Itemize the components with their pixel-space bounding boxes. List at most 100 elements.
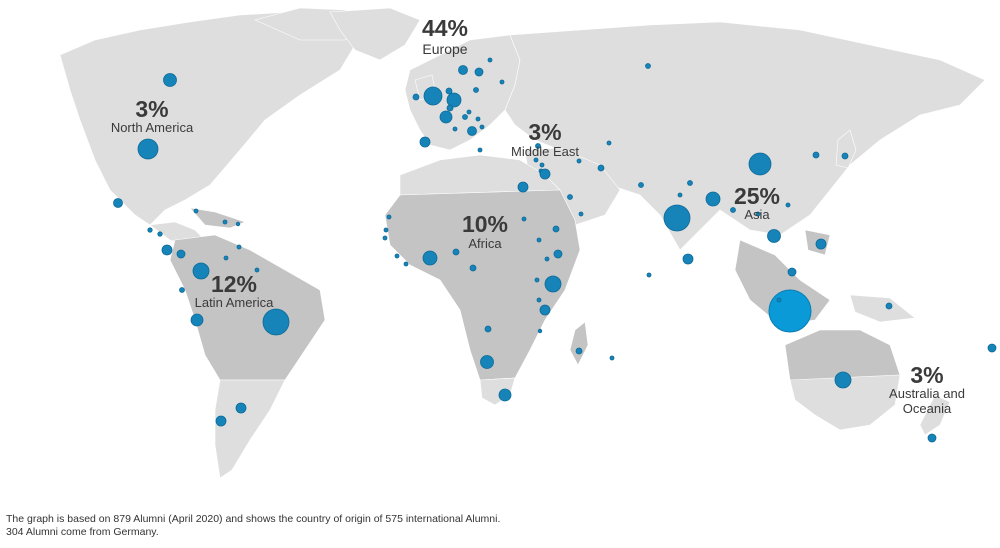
bubble-eritrea[interactable] (552, 225, 560, 233)
bubble-mexico[interactable] (113, 198, 123, 208)
bubble-zimbabwe[interactable] (480, 355, 494, 369)
bubble-greece[interactable] (477, 147, 483, 153)
bubble-ghana[interactable] (422, 250, 438, 266)
bubble-kazakhstan[interactable] (606, 140, 612, 146)
bubble-venezuela[interactable] (223, 255, 229, 261)
bubble-brazil[interactable] (262, 308, 290, 336)
bubble-panama[interactable] (176, 249, 186, 259)
bubble-honduras[interactable] (157, 231, 163, 237)
bubble-india[interactable] (663, 204, 691, 232)
bubble-malaysia[interactable] (787, 267, 797, 277)
bubble-sri-lanka[interactable] (682, 253, 694, 265)
bubble-sweden[interactable] (474, 67, 484, 77)
bubble-timor[interactable] (776, 297, 782, 303)
bubble-afghanistan[interactable] (597, 164, 605, 172)
bubble-vietnam[interactable] (767, 229, 781, 243)
bubble-sierra-leone[interactable] (394, 253, 400, 259)
bubble-argentina[interactable] (235, 402, 247, 414)
bubble-turkey[interactable] (535, 143, 541, 149)
bubble-bangladesh[interactable] (705, 191, 721, 207)
bubble-trinidad[interactable] (236, 244, 242, 250)
bubble-taiwan[interactable] (785, 202, 791, 208)
bubble-myanmar[interactable] (730, 207, 736, 213)
bubble-austria[interactable] (462, 114, 468, 120)
bubble-philippines[interactable] (815, 238, 827, 250)
bubble-cameroon[interactable] (469, 264, 477, 272)
bubble-jordan[interactable] (539, 168, 551, 180)
region-label-middle-east: 3% Middle East (511, 119, 579, 159)
bubble-uganda[interactable] (534, 277, 540, 283)
bubble-mongolia[interactable] (687, 180, 693, 186)
bubble-syria[interactable] (533, 157, 539, 163)
bubble-switzerland[interactable] (452, 126, 458, 132)
bubble-sudan[interactable] (521, 216, 527, 222)
bubble-spain[interactable] (419, 136, 431, 148)
bubble-maldives[interactable] (646, 272, 652, 278)
bubble-egypt[interactable] (517, 181, 529, 193)
bubble-ethiopia[interactable] (553, 249, 563, 259)
bubble-saudi-arabia[interactable] (567, 194, 573, 200)
bubble-costa-rica[interactable] (161, 244, 173, 256)
bubble-malawi[interactable] (537, 328, 543, 334)
bubble-belarus[interactable] (473, 87, 479, 93)
bubble-russia[interactable] (645, 63, 651, 69)
bubble-mauritius[interactable] (609, 355, 615, 361)
north-america-landmass (59, 7, 366, 246)
bubble-guyana[interactable] (254, 267, 260, 273)
bubble-finland[interactable] (487, 57, 493, 63)
bubble-poland[interactable] (446, 92, 462, 108)
bubble-fiji[interactable] (987, 343, 997, 353)
bubble-new-zealand[interactable] (927, 433, 937, 443)
bubble-korea[interactable] (812, 151, 820, 159)
bubble-nepal[interactable] (677, 192, 683, 198)
bubble-china[interactable] (748, 152, 772, 176)
bubble-italy[interactable] (467, 126, 477, 136)
bubble-congo[interactable] (484, 325, 492, 333)
bubble-ecuador[interactable] (179, 287, 185, 293)
bubble-netherlands[interactable] (445, 87, 453, 95)
bubble-pakistan[interactable] (638, 182, 644, 188)
bubble-lebanon[interactable] (539, 162, 545, 168)
bubble-madagascar[interactable] (575, 347, 583, 355)
bubble-iran[interactable] (576, 158, 582, 164)
bubble-australia[interactable] (834, 371, 852, 389)
bubble-ukraine[interactable] (466, 109, 472, 115)
bubble-gambia[interactable] (383, 227, 389, 233)
bubble-peru[interactable] (190, 313, 204, 327)
bubble-romania[interactable] (479, 124, 485, 130)
bubble-rwanda[interactable] (536, 297, 542, 303)
bubble-norway[interactable] (458, 65, 468, 75)
bubble-liberia[interactable] (403, 261, 409, 267)
bubble-guinea[interactable] (382, 235, 388, 241)
bubble-canada[interactable] (163, 73, 177, 87)
bubble-cuba[interactable] (193, 208, 199, 214)
bubble-tanzania[interactable] (539, 304, 551, 316)
bubble-south-africa[interactable] (498, 388, 512, 402)
bubble-south-sudan[interactable] (536, 237, 542, 243)
bubble-senegal[interactable] (386, 214, 392, 220)
africa-percent: 10% (462, 211, 508, 237)
bubble-japan[interactable] (841, 152, 849, 160)
region-label-asia: 25% Asia (734, 183, 780, 222)
bubble-guatemala[interactable] (147, 227, 153, 233)
bubble-dominican-republic[interactable] (222, 219, 228, 225)
bubble-nigeria[interactable] (452, 248, 460, 256)
bubble-laos[interactable] (755, 211, 761, 217)
bubble-kenya[interactable] (544, 275, 562, 293)
asia-name: Asia (744, 207, 770, 222)
bubble-colombia[interactable] (192, 262, 210, 280)
bubble-indonesia[interactable] (768, 289, 812, 333)
bubble-france[interactable] (439, 110, 453, 124)
bubble-puerto-rico[interactable] (235, 221, 241, 227)
bubble-somalia[interactable] (544, 256, 550, 262)
bubble-latvia[interactable] (499, 79, 505, 85)
bubble-hungary[interactable] (475, 116, 481, 122)
bubble-chile[interactable] (215, 415, 227, 427)
bubble-yemen[interactable] (578, 211, 584, 217)
bubble-ireland[interactable] (412, 93, 420, 101)
bubble-usa[interactable] (137, 138, 159, 160)
bubble-uk[interactable] (423, 86, 443, 106)
bubble-czech[interactable] (446, 104, 454, 112)
world-map: 3% North America 44% Europe 3% Middle Ea… (59, 7, 997, 479)
bubble-papua-new-guinea[interactable] (885, 302, 893, 310)
